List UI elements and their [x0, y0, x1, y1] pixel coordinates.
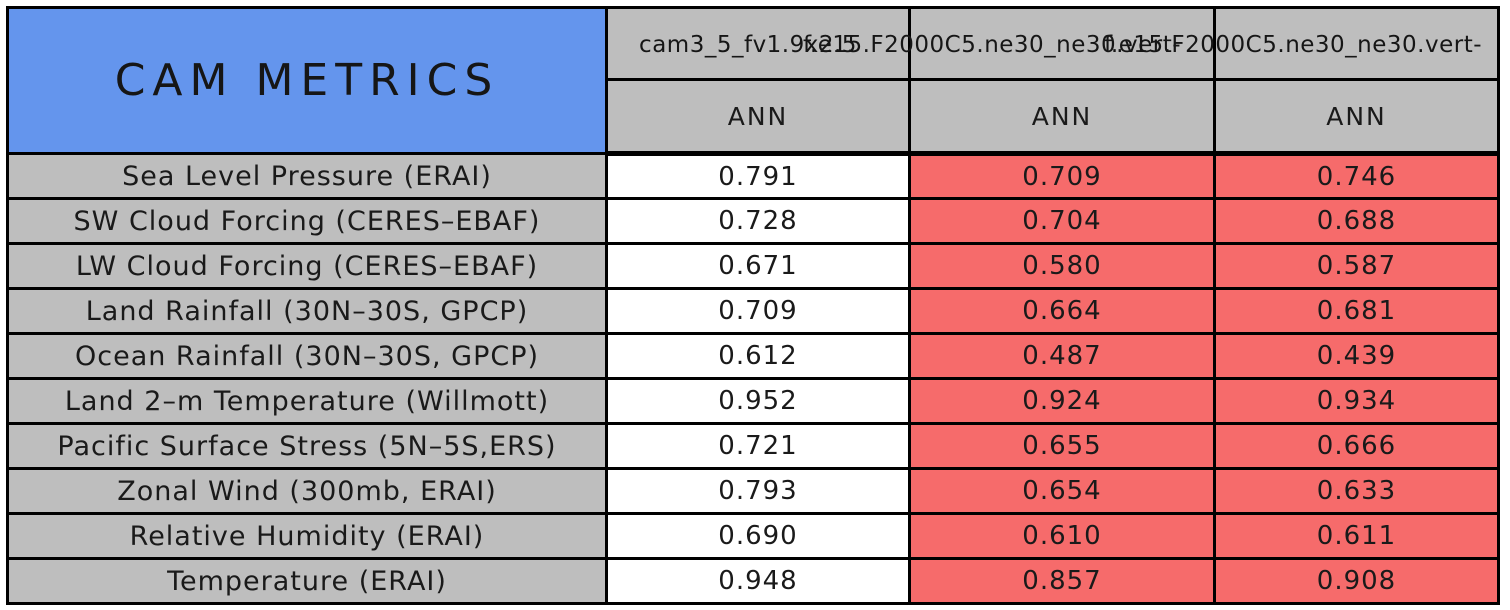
table-row: SW Cloud Forcing (CERES–EBAF) 0.728 0.70… — [6, 197, 1500, 245]
season-header-1: ANN — [605, 78, 911, 156]
metric-value: 0.721 — [605, 422, 911, 470]
metric-label: Zonal Wind (300mb, ERAI) — [6, 467, 608, 515]
metric-label: Pacific Surface Stress (5N–5S,ERS) — [6, 422, 608, 470]
table-row: Pacific Surface Stress (5N–5S,ERS) 0.721… — [6, 422, 1500, 470]
metric-value: 0.791 — [605, 152, 911, 200]
case-header-row: CAM METRICS — [6, 6, 1500, 155]
metrics-table-grid: CAM METRICS ANN ANN ANN Sea Level Pressu… — [6, 6, 1500, 605]
metric-value: 0.439 — [1213, 332, 1500, 380]
metric-label: Ocean Rainfall (30N–30S, GPCP) — [6, 332, 608, 380]
metric-value: 0.580 — [908, 242, 1216, 290]
table-row: Temperature (ERAI) 0.948 0.857 0.908 — [6, 557, 1500, 605]
metric-value: 0.610 — [908, 512, 1216, 560]
case-header-cell-3 — [1213, 6, 1500, 81]
metric-value: 0.948 — [605, 557, 911, 605]
metric-label: Land 2–m Temperature (Willmott) — [6, 377, 608, 425]
metric-value: 0.655 — [908, 422, 1216, 470]
season-header-2: ANN — [908, 78, 1216, 156]
table-row: LW Cloud Forcing (CERES–EBAF) 0.671 0.58… — [6, 242, 1500, 290]
metric-label: SW Cloud Forcing (CERES–EBAF) — [6, 197, 608, 245]
metric-value: 0.952 — [605, 377, 911, 425]
metric-value: 0.934 — [1213, 377, 1500, 425]
table-title-cell: CAM METRICS — [6, 6, 608, 155]
metric-value: 0.587 — [1213, 242, 1500, 290]
metric-value: 0.671 — [605, 242, 911, 290]
metric-value: 0.746 — [1213, 152, 1500, 200]
table-row: Zonal Wind (300mb, ERAI) 0.793 0.654 0.6… — [6, 467, 1500, 515]
metric-value: 0.857 — [908, 557, 1216, 605]
metric-value: 0.709 — [605, 287, 911, 335]
metric-value: 0.793 — [605, 467, 911, 515]
table-row: Relative Humidity (ERAI) 0.690 0.610 0.6… — [6, 512, 1500, 560]
metric-value: 0.666 — [1213, 422, 1500, 470]
table-row: Land 2–m Temperature (Willmott) 0.952 0.… — [6, 377, 1500, 425]
metric-value: 0.728 — [605, 197, 911, 245]
metric-value: 0.664 — [908, 287, 1216, 335]
metric-value: 0.688 — [1213, 197, 1500, 245]
metric-label: Relative Humidity (ERAI) — [6, 512, 608, 560]
metric-value: 0.654 — [908, 467, 1216, 515]
metric-value: 0.611 — [1213, 512, 1500, 560]
page-title: CAM METRICS — [114, 55, 500, 106]
case-header-cell-1 — [605, 6, 911, 81]
case-header-cell-2 — [908, 6, 1216, 81]
metric-label: Land Rainfall (30N–30S, GPCP) — [6, 287, 608, 335]
table-row: Ocean Rainfall (30N–30S, GPCP) 0.612 0.4… — [6, 332, 1500, 380]
season-header-3: ANN — [1213, 78, 1500, 156]
season-header-row: ANN ANN ANN — [8, 78, 1500, 156]
table-row: Sea Level Pressure (ERAI) 0.791 0.709 0.… — [6, 152, 1500, 200]
metric-value: 0.633 — [1213, 467, 1500, 515]
metric-label: Sea Level Pressure (ERAI) — [6, 152, 608, 200]
metric-value: 0.704 — [908, 197, 1216, 245]
metric-value: 0.487 — [908, 332, 1216, 380]
metric-value: 0.924 — [908, 377, 1216, 425]
metric-value: 0.681 — [1213, 287, 1500, 335]
metric-label: LW Cloud Forcing (CERES–EBAF) — [6, 242, 608, 290]
metric-value: 0.690 — [605, 512, 911, 560]
metric-label: Temperature (ERAI) — [6, 557, 608, 605]
metric-value: 0.709 — [908, 152, 1216, 200]
metric-value: 0.908 — [1213, 557, 1500, 605]
table-row: Land Rainfall (30N–30S, GPCP) 0.709 0.66… — [6, 287, 1500, 335]
metric-value: 0.612 — [605, 332, 911, 380]
